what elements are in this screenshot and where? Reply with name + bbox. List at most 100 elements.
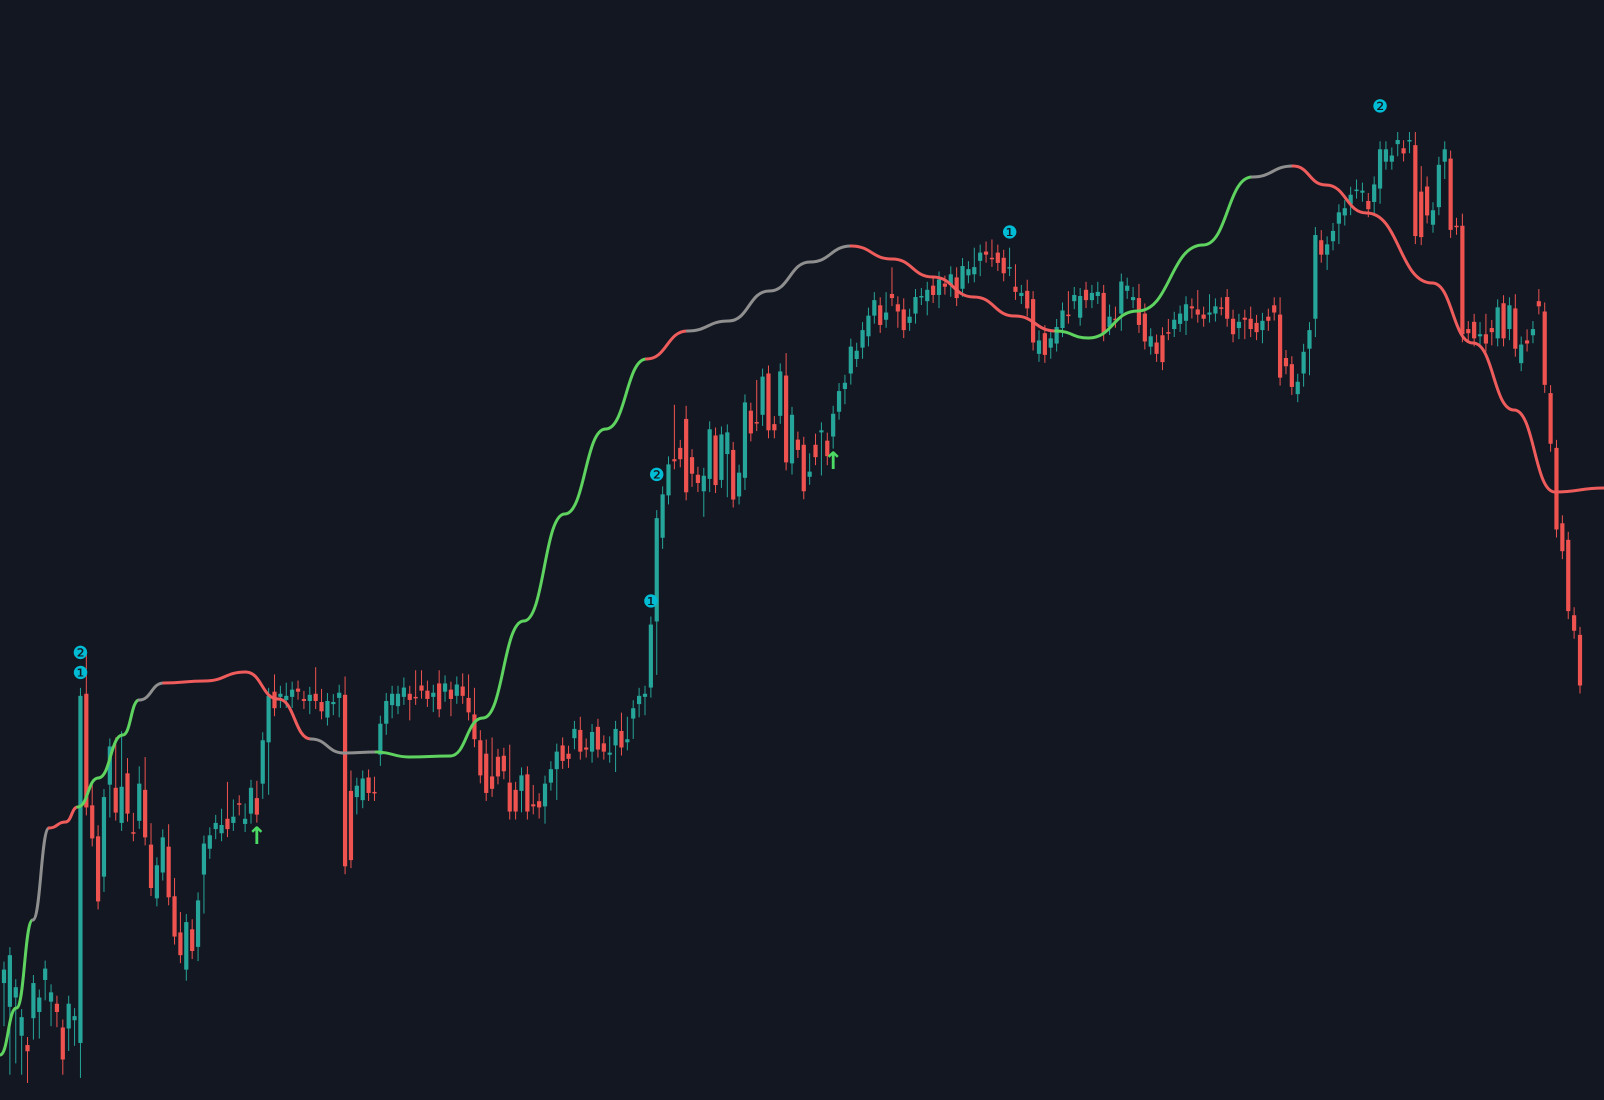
- candles-layer: [1, 132, 1583, 1083]
- candle-body: [1395, 140, 1400, 145]
- candle-body: [854, 350, 859, 360]
- candle-body: [895, 304, 900, 312]
- candle-body: [95, 836, 101, 902]
- candle: [672, 404, 677, 470]
- candle: [1425, 176, 1430, 224]
- candle-body: [1425, 186, 1430, 216]
- candle: [60, 1019, 65, 1075]
- candle-body: [1213, 306, 1218, 314]
- candle-body: [1336, 212, 1341, 224]
- candle-body: [919, 296, 924, 298]
- candle-body: [248, 787, 254, 814]
- candle: [642, 685, 648, 716]
- candle: [1025, 279, 1030, 317]
- candle-body: [1360, 190, 1365, 193]
- candle: [154, 857, 159, 907]
- candle-body: [72, 1016, 77, 1021]
- candle-body: [1042, 333, 1047, 355]
- candle-body: [1142, 313, 1147, 342]
- candle: [1172, 311, 1177, 338]
- candle: [190, 919, 195, 960]
- candle: [360, 770, 365, 809]
- candle-body: [619, 730, 624, 748]
- candle: [48, 984, 54, 1027]
- moving-average-segment: [342, 750, 378, 755]
- candle: [713, 427, 718, 494]
- candle-body: [601, 743, 606, 752]
- candle: [295, 680, 301, 700]
- candle-body: [401, 687, 406, 697]
- moving-average-segment: [0, 1006, 18, 1057]
- candle: [601, 735, 606, 760]
- moving-average-segment: [374, 750, 411, 759]
- candle-body: [1166, 332, 1171, 334]
- candle: [213, 814, 218, 840]
- candle-body: [1372, 184, 1377, 202]
- candle: [619, 712, 624, 756]
- candle: [954, 267, 959, 307]
- candle: [1360, 182, 1365, 202]
- candle: [1230, 309, 1236, 343]
- candle-body: [1172, 319, 1177, 330]
- candle: [278, 685, 283, 708]
- candle: [1377, 141, 1383, 204]
- candle-body: [625, 739, 630, 743]
- candle: [554, 743, 559, 800]
- candle: [1130, 286, 1136, 309]
- candle: [1448, 150, 1453, 238]
- candle: [666, 456, 671, 505]
- candle-body: [1466, 329, 1471, 334]
- candle: [678, 439, 683, 468]
- candle-body: [1083, 289, 1089, 301]
- candle: [613, 720, 618, 773]
- candle-body: [1407, 140, 1412, 142]
- candle-body: [1095, 291, 1100, 297]
- candle-body: [1154, 342, 1159, 354]
- candle: [401, 677, 406, 705]
- candle: [1472, 313, 1477, 347]
- candle-body: [819, 430, 824, 433]
- candle-body: [19, 1017, 24, 1036]
- candle-body: [231, 816, 236, 823]
- candle: [395, 685, 401, 715]
- candle: [701, 467, 706, 517]
- candle: [125, 758, 130, 822]
- moving-average-segment: [972, 295, 1017, 318]
- candle-body: [966, 269, 971, 276]
- signal-marker: ❶: [1002, 223, 1018, 244]
- candle: [1189, 298, 1194, 319]
- candle: [525, 766, 530, 820]
- candle: [1483, 313, 1489, 352]
- candle-body: [584, 747, 589, 750]
- candle-body: [1066, 314, 1071, 317]
- candle: [966, 261, 971, 284]
- candle-body: [395, 693, 401, 707]
- candle-body: [954, 277, 959, 299]
- candle-body: [307, 694, 312, 701]
- moving-average-segment: [563, 427, 608, 516]
- candle-body: [1219, 307, 1224, 309]
- candle-body: [213, 822, 218, 830]
- candle-body: [178, 932, 183, 956]
- candle: [113, 737, 118, 821]
- candle: [1125, 277, 1130, 299]
- candle-body: [360, 778, 365, 801]
- candle: [1548, 385, 1553, 452]
- moving-average-segment: [1201, 175, 1254, 247]
- moving-average-segment: [14, 918, 35, 1010]
- candle: [1066, 291, 1071, 324]
- candle: [1048, 330, 1053, 359]
- candle-body: [313, 693, 318, 701]
- candle: [1419, 166, 1424, 246]
- candle: [13, 979, 18, 1064]
- candle: [172, 877, 177, 945]
- candle-body: [672, 459, 677, 462]
- candle-body: [831, 413, 836, 437]
- candle-body: [284, 695, 289, 700]
- candle: [560, 737, 565, 769]
- candle-body: [631, 708, 636, 719]
- candle: [342, 676, 348, 875]
- candle: [1207, 294, 1212, 323]
